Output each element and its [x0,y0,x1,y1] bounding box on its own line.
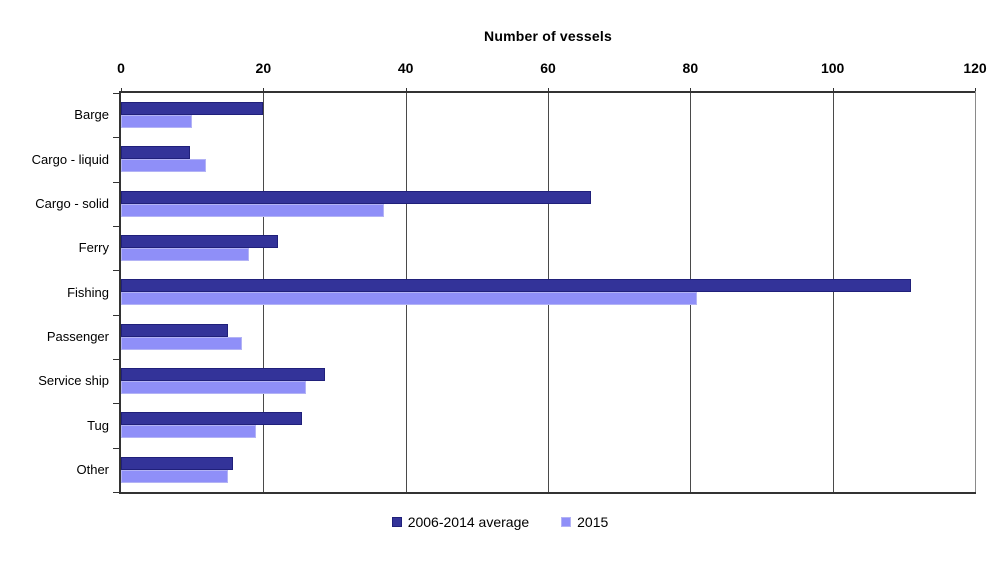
y-axis-line [119,91,121,494]
chart-title: Number of vessels [484,28,612,44]
bar-2006-2014-average-0 [121,102,263,115]
x-axis-line [119,91,976,93]
category-label-5: Passenger [46,328,109,344]
x-tick-label-100: 100 [820,60,845,76]
category-label-8: Other [76,461,109,477]
legend: 2006-2014 average 2015 [0,514,1000,530]
x-tick-label-80: 80 [682,60,699,76]
y-tick-mark-3 [113,226,119,227]
plot-bottom-border [119,492,976,494]
x-tick-label-20: 20 [255,60,272,76]
bar-2006-2014-average-7 [121,412,302,426]
x-tick-label-0: 0 [117,60,125,76]
y-tick-mark-0 [113,93,119,94]
category-label-0: Barge [74,107,109,123]
bar-2015-4 [121,292,697,306]
legend-swatch-icon [391,517,402,527]
legend-item-1: 2015 [561,514,608,530]
bar-2015-6 [121,381,306,394]
x-tick-label-40: 40 [397,60,414,76]
bar-2006-2014-average-4 [121,279,911,293]
bar-2015-8 [121,469,228,483]
y-tick-mark-1 [113,137,119,139]
bar-2015-1 [121,159,206,173]
bar-2006-2014-average-5 [121,323,228,337]
x-tick-label-60: 60 [540,60,556,76]
bar-2006-2014-average-6 [121,368,325,381]
category-label-3: Ferry [78,240,109,256]
bar-2006-2014-average-1 [121,146,190,160]
category-label-1: Cargo - liquid [31,151,109,167]
y-tick-mark-2 [113,181,119,183]
x-tick-label-120: 120 [963,60,987,76]
y-tick-mark-8 [113,447,119,449]
y-tick-mark-6 [113,359,119,360]
y-tick-mark-4 [113,270,119,272]
bar-2015-0 [121,115,192,128]
legend-swatch-icon [561,517,572,527]
category-label-6: Service ship [38,373,109,389]
bar-2015-3 [121,248,249,261]
y-tick-mark-5 [113,314,119,316]
plot-area [119,91,976,494]
category-label-4: Fishing [67,284,109,300]
y-tick-mark-7 [113,403,119,405]
category-label-2: Cargo - solid [35,195,109,211]
gridline-x-100 [832,93,834,492]
bar-2015-5 [121,336,242,350]
y-tick-mark-end [113,492,119,493]
plot-right-border [975,91,976,494]
bar-2006-2014-average-8 [121,456,233,470]
legend-item-0: 2006-2014 average [391,514,530,530]
bar-2015-7 [121,425,256,439]
bar-2006-2014-average-2 [121,190,591,204]
bar-2015-2 [121,203,384,217]
category-label-7: Tug [87,417,109,433]
legend-label: 2006-2014 average [407,514,530,530]
bar-2006-2014-average-3 [121,235,278,248]
legend-label: 2015 [577,514,609,530]
